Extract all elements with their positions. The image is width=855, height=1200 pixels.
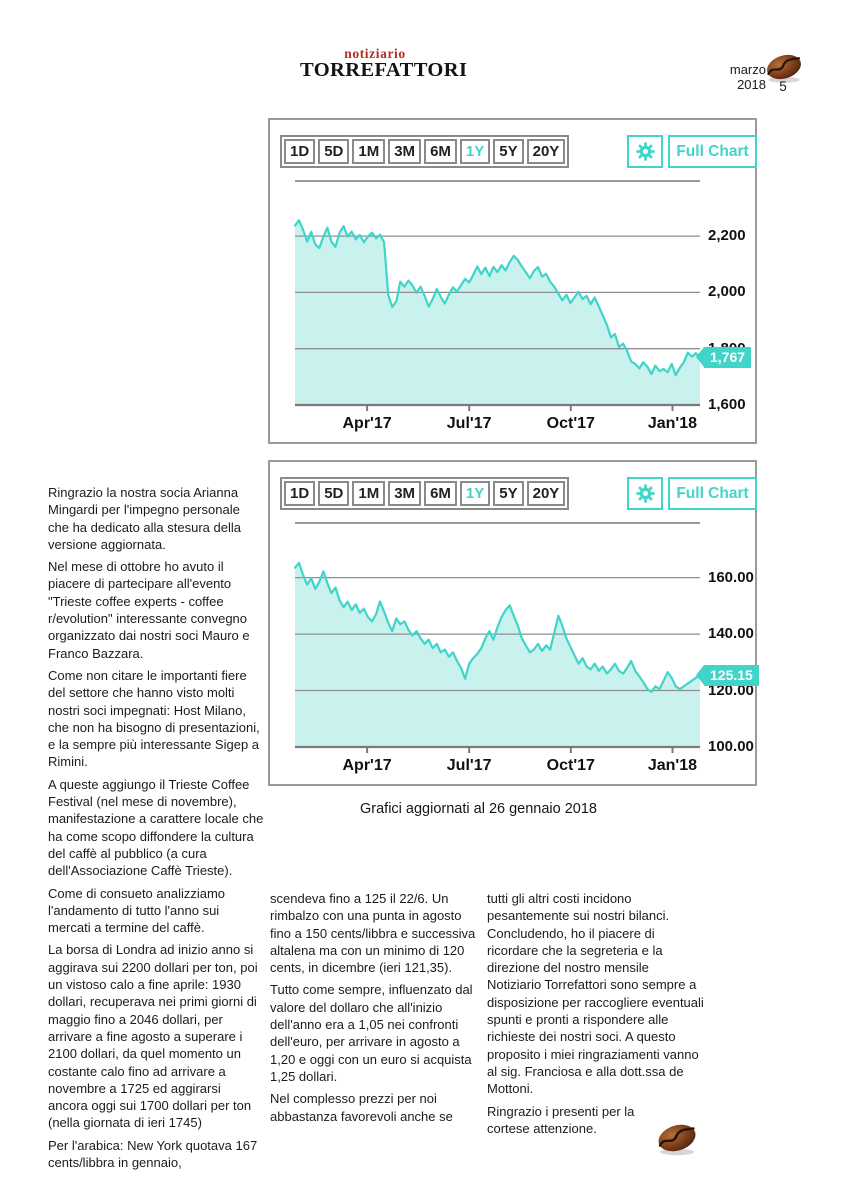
range-button-3m[interactable]: 3M [388, 481, 422, 506]
article-paragraph: Come non citare le importanti fiere del … [48, 667, 260, 770]
x-axis-label: Jul'17 [446, 415, 492, 432]
gear-icon [635, 142, 655, 161]
article-paragraph: Ringrazio la nostra socia Arianna Mingar… [48, 485, 241, 552]
area-fill [295, 220, 700, 405]
x-axis-label: Jan'18 [647, 415, 698, 432]
y-axis-label: 160.00 [708, 568, 754, 586]
y-axis-label: 140.00 [708, 625, 754, 643]
range-button-1y[interactable]: 1Y [459, 481, 491, 506]
full-chart-button[interactable]: Full Chart [668, 135, 757, 168]
x-axis-label: Oct'17 [546, 415, 595, 432]
range-button-5y[interactable]: 5Y [493, 481, 524, 506]
article-paragraph: scendeva fino a 125 il 22/6. Un rimbalzo… [270, 891, 476, 976]
range-button-1d[interactable]: 1D [284, 139, 316, 164]
range-button-6m[interactable]: 6M [424, 139, 457, 164]
article-column-right: tutti gli altri costi incidono pesanteme… [487, 890, 706, 1142]
settings-button[interactable] [627, 477, 663, 510]
price-line [293, 219, 702, 377]
range-selector: 1D 5D 1M 3M 6M 1Y 5Y 20Y [280, 477, 570, 510]
y-axis-label: 2,200 [708, 227, 746, 245]
article-paragraph: Nel mese di ottobre ho avuto il piacere … [48, 559, 250, 661]
toolbar-divider [295, 522, 700, 524]
chart-toolbar: 1D 5D 1M 3M 6M 1Y 5Y 20Y [280, 135, 757, 168]
range-button-20y[interactable]: 20Y [526, 139, 566, 164]
gear-icon [635, 484, 655, 503]
range-button-6m[interactable]: 6M [424, 481, 457, 506]
price-chart-panel-robusta: 1D 5D 1M 3M 6M 1Y 5Y 20Y [268, 118, 757, 444]
masthead-logo: notiziario TORREFATTORI [300, 46, 468, 81]
article-paragraph: La borsa di Londra ad inizio anno si agg… [48, 942, 258, 1131]
range-button-5d[interactable]: 5D [318, 139, 350, 164]
range-button-1m[interactable]: 1M [352, 481, 386, 506]
last-price-badge: 1,767 [695, 347, 752, 369]
page-number: 5 [779, 79, 787, 94]
area-fill [295, 562, 700, 747]
range-button-5y[interactable]: 5Y [493, 139, 524, 164]
range-button-1d[interactable]: 1D [284, 481, 316, 506]
range-button-5d[interactable]: 5D [318, 481, 350, 506]
x-axis-label: Apr'17 [342, 415, 392, 432]
article-column-left: Ringrazio la nostra socia Arianna Mingar… [48, 484, 264, 1176]
article-paragraph: tutti gli altri costi incidono pesanteme… [487, 891, 704, 1097]
price-chart-panel-arabica: 1D 5D 1M 3M 6M 1Y 5Y 20Y [268, 460, 759, 786]
arabica-price-area-chart [293, 561, 702, 753]
masthead-main-text: TORREFATTORI [300, 59, 468, 81]
x-axis-label: Jul'17 [446, 757, 492, 774]
last-price-value: 125.15 [710, 667, 753, 684]
range-button-1y[interactable]: 1Y [459, 139, 491, 164]
y-axis-label: 1,600 [708, 396, 746, 413]
article-paragraph: Ringrazio i presenti per la cortese atte… [487, 1103, 635, 1136]
article-paragraph: Nel complesso prezzi per noi abbastanza … [270, 1091, 453, 1124]
article-paragraph: Come di consueto analizziamo l'andamento… [48, 885, 226, 936]
article-paragraph: A queste aggiungo il Trieste Coffee Fest… [48, 776, 264, 879]
range-button-3m[interactable]: 3M [388, 139, 422, 164]
price-line [293, 561, 702, 693]
toolbar-divider [295, 180, 700, 182]
coffee-bean-icon [767, 54, 801, 83]
settings-button[interactable] [627, 135, 663, 168]
article-column-middle: scendeva fino a 125 il 22/6. Un rimbalzo… [270, 890, 484, 1130]
issue-date: marzo 2018 [729, 62, 766, 92]
last-price-badge: 125.15 [696, 665, 759, 687]
charts-caption: Grafici aggiornati al 26 gennaio 2018 [360, 801, 597, 817]
article-paragraph: Tutto come sempre, influenzato dal valor… [270, 982, 473, 1084]
x-axis-label: Jan'18 [647, 757, 698, 774]
chart-toolbar: 1D 5D 1M 3M 6M 1Y 5Y 20Y [280, 477, 757, 510]
article-paragraph: Per l'arabica: New York quotava 167 cent… [48, 1137, 258, 1170]
robusta-price-area-chart [293, 219, 702, 411]
range-button-20y[interactable]: 20Y [526, 481, 566, 506]
y-axis-label: 2,000 [708, 283, 746, 301]
x-axis-label: Oct'17 [546, 757, 595, 774]
masthead-top-text: notiziario [344, 46, 406, 61]
coffee-bean-icon [658, 1124, 696, 1156]
y-axis-label: 100.00 [708, 738, 754, 755]
x-axis-label: Apr'17 [342, 757, 392, 774]
full-chart-button[interactable]: Full Chart [668, 477, 757, 510]
last-price-value: 1,767 [710, 349, 746, 366]
range-selector: 1D 5D 1M 3M 6M 1Y 5Y 20Y [280, 135, 570, 168]
range-button-1m[interactable]: 1M [352, 139, 386, 164]
